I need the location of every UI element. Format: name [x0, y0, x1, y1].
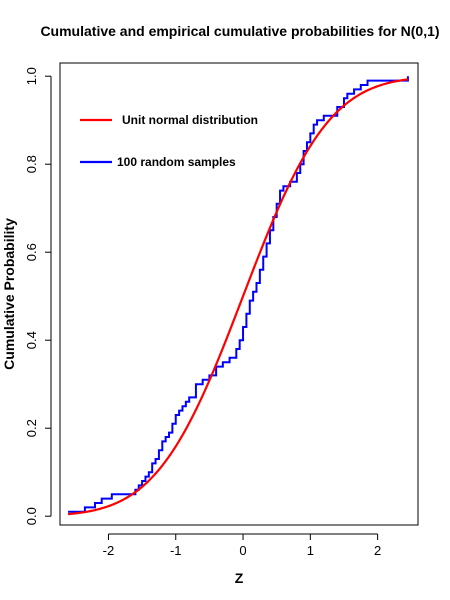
plot-area-frame — [59, 62, 419, 526]
x-axis: -2 -1 0 1 2 — [103, 533, 381, 558]
y-tick-label: 0.6 — [24, 243, 39, 261]
legend-label-normal: Unit normal distribution — [122, 113, 258, 127]
x-tick-label: 1 — [307, 543, 314, 558]
x-tick-label: -1 — [170, 543, 182, 558]
chart-title: Cumulative and empirical cumulative prob… — [40, 23, 439, 39]
normal-cdf-series-line — [67, 78, 409, 516]
x-tick-label: -2 — [103, 543, 115, 558]
x-tick-label: 0 — [239, 543, 246, 558]
y-axis: 0.0 0.2 0.4 0.6 0.8 1.0 — [24, 67, 52, 525]
y-tick-label: 0.8 — [24, 155, 39, 173]
y-tick-label: 0.2 — [24, 419, 39, 437]
x-tick-label: 2 — [374, 543, 381, 558]
y-axis-label: Cumulative Probability — [1, 218, 17, 370]
ecdf-series-line — [68, 76, 409, 513]
plot-curves — [67, 76, 409, 516]
y-tick-label: 1.0 — [24, 67, 39, 85]
x-axis-label: Z — [235, 570, 244, 586]
legend-label-ecdf: 100 random samples — [117, 155, 236, 169]
y-tick-label: 0.4 — [24, 331, 39, 349]
y-tick-label: 0.0 — [24, 507, 39, 525]
legend: Unit normal distribution 100 random sampl… — [80, 113, 258, 169]
